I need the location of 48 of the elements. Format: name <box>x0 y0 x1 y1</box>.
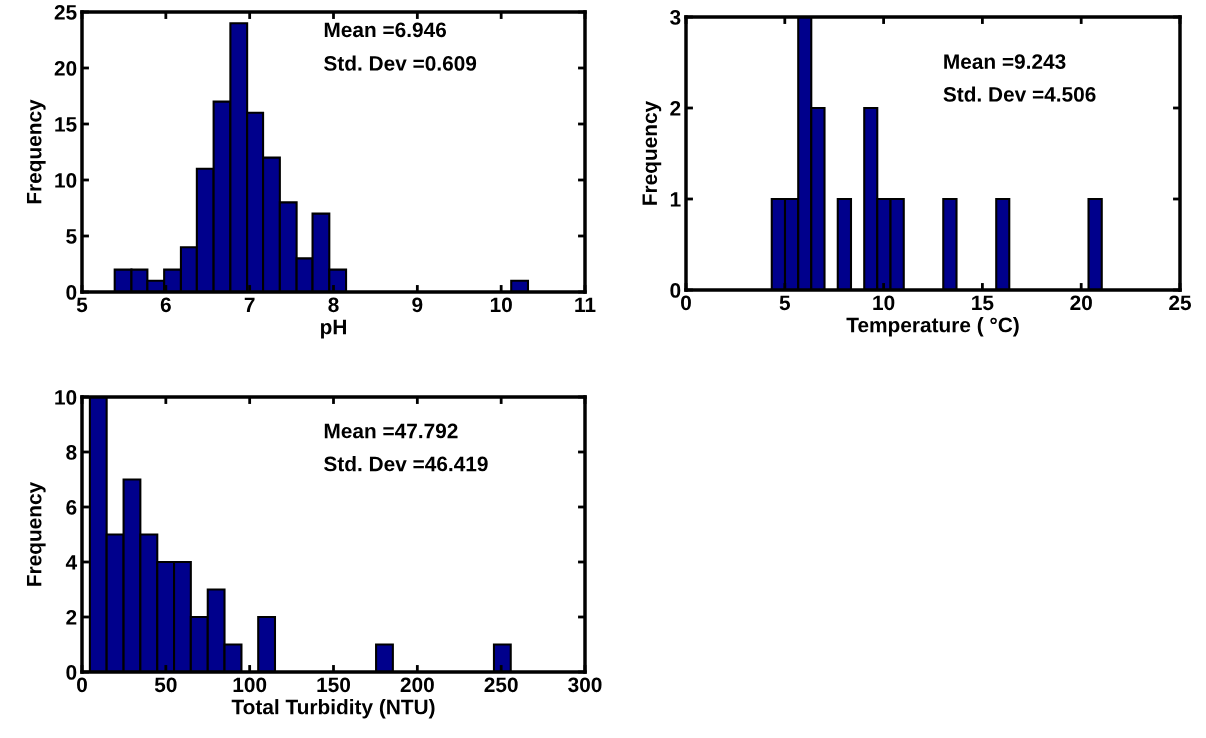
y-axis-title: Frequency <box>26 99 46 204</box>
x-tick-label: 20 <box>1070 295 1092 311</box>
x-tick-label: 8 <box>328 297 339 313</box>
annotation: Mean =47.792 <box>324 423 458 439</box>
x-tick-label: 25 <box>1169 295 1192 311</box>
x-tick-label: 150 <box>317 677 351 693</box>
annotation: Std. Dev =4.506 <box>943 86 1096 102</box>
y-tick-label: 0 <box>66 665 77 680</box>
y-tick-label: 6 <box>66 500 77 515</box>
x-tick-label: 5 <box>76 297 88 313</box>
y-tick-label: 4 <box>65 555 78 570</box>
y-tick-label: 2 <box>670 101 681 116</box>
annotation: Mean =9.243 <box>944 54 1066 70</box>
y-tick-label: 25 <box>54 5 77 20</box>
annotation: Mean =6.946 <box>324 22 447 38</box>
x-tick-label: 15 <box>972 295 994 311</box>
x-tick-label: 250 <box>484 677 518 693</box>
y-axis-title: Frequency <box>642 100 662 205</box>
y-axis-title: Frequency <box>26 481 46 586</box>
y-tick-label: 20 <box>54 61 77 76</box>
x-tick-label: 10 <box>873 295 895 311</box>
annotation: Std. Dev =46.419 <box>324 456 488 472</box>
x-tick-label: 100 <box>233 677 267 693</box>
y-tick-label: 2 <box>66 610 77 625</box>
y-tick-label: 10 <box>55 173 77 188</box>
y-tick-label: 5 <box>66 229 77 244</box>
y-tick-label: 0 <box>66 285 77 300</box>
x-tick-label: 10 <box>490 297 512 313</box>
x-tick-label: 11 <box>575 297 596 312</box>
x-tick-label: 300 <box>568 677 602 693</box>
annotation: Std. Dev =0.609 <box>324 55 477 71</box>
x-axis-title: pH <box>320 319 346 339</box>
x-axis-title: Total Turbidity (NTU) <box>231 699 435 719</box>
y-tick-label: 8 <box>66 445 77 460</box>
x-tick-label: 9 <box>412 297 423 313</box>
x-tick-label: 0 <box>77 677 87 693</box>
x-tick-label: 5 <box>779 295 791 311</box>
x-tick-label: 50 <box>154 677 177 693</box>
y-tick-label: 10 <box>55 390 77 405</box>
x-tick-label: 200 <box>400 677 434 693</box>
y-tick-label: 0 <box>670 283 681 298</box>
x-tick-label: 6 <box>160 297 171 313</box>
y-tick-label: 3 <box>670 10 681 25</box>
x-tick-label: 0 <box>681 295 691 311</box>
y-tick-label: 1 <box>670 192 681 207</box>
x-tick-label: 7 <box>244 297 255 312</box>
x-axis-title: Temperature ( °C) <box>846 317 1019 337</box>
y-tick-label: 15 <box>55 117 77 132</box>
